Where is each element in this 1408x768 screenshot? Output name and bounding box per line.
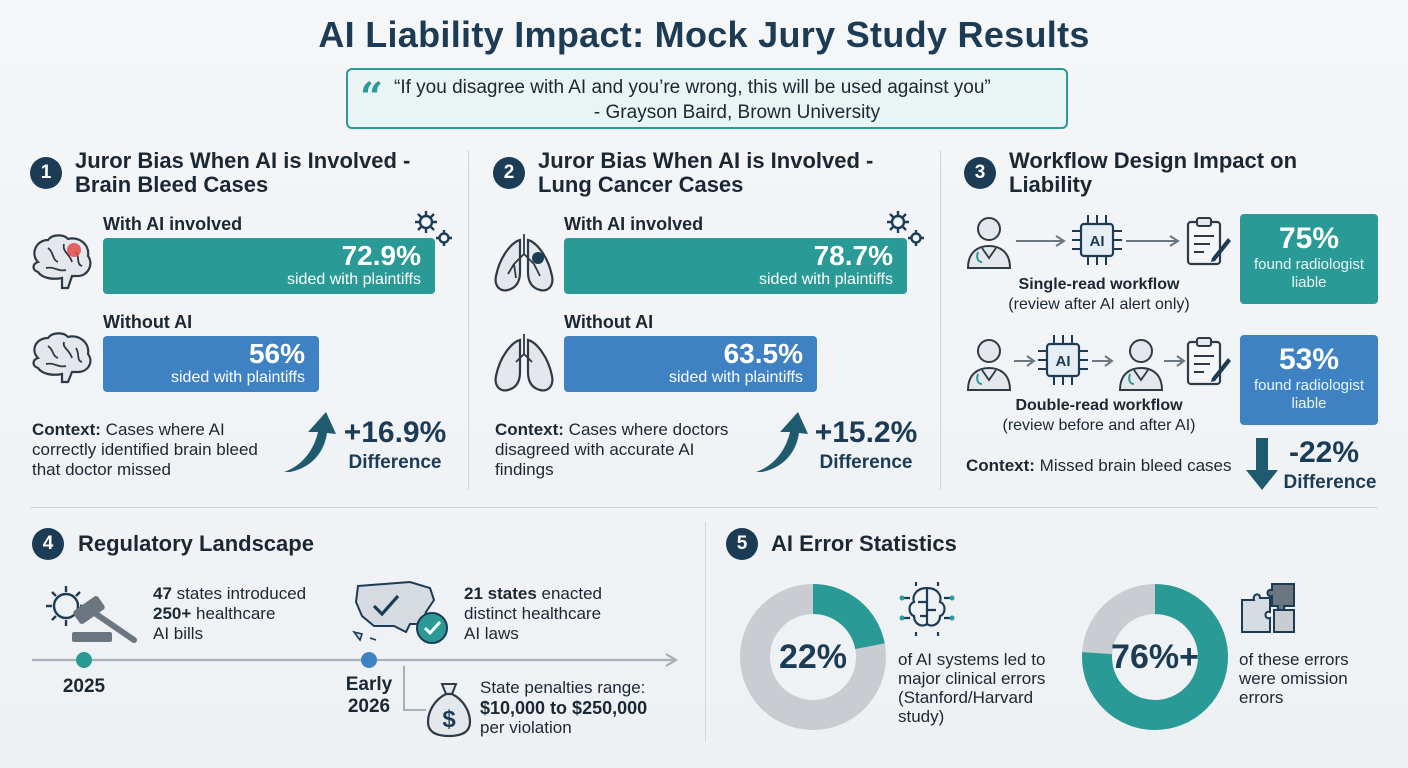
donut-chart-omission-errors bbox=[1082, 584, 1228, 730]
with-ai-bar: 78.7% sided with plaintiffs bbox=[564, 238, 907, 294]
context-note: Context: Cases where AI correctly identi… bbox=[32, 420, 258, 479]
bills-stat: 47 states introduced 250+ healthcare AI … bbox=[153, 584, 307, 643]
quote-text: “If you disagree with AI and you’re wron… bbox=[394, 77, 991, 98]
divider bbox=[705, 522, 706, 742]
without-ai-label: Without AI bbox=[564, 312, 654, 332]
difference-value: -22% bbox=[1288, 436, 1360, 469]
donut-value: 22% bbox=[778, 638, 848, 676]
page-title: AI Liability Impact: Mock Jury Study Res… bbox=[318, 14, 1090, 55]
laws-stat: 21 states enacted distinct healthcare AI… bbox=[464, 584, 603, 643]
clipboard-icon bbox=[1186, 337, 1231, 386]
quote-box: “ “If you disagree with AI and you’re wr… bbox=[346, 68, 1068, 129]
section-title: Juror Bias When AI is Involved - Lung Can… bbox=[538, 148, 874, 197]
with-ai-label: With AI involved bbox=[564, 214, 704, 234]
donut-value: 76%+ bbox=[1111, 638, 1199, 676]
svg-text:AI: AI bbox=[1090, 233, 1105, 250]
difference-value: +15.2% bbox=[814, 416, 918, 449]
brain-icon bbox=[32, 332, 92, 384]
section-title: AI Error Statistics bbox=[771, 531, 957, 556]
with-ai-label: With AI involved bbox=[103, 214, 243, 234]
donut-segment bbox=[1082, 584, 1228, 730]
ai-chip-icon: AI bbox=[1038, 335, 1088, 385]
brain-icon bbox=[32, 234, 92, 290]
donut-chart-clinical-errors bbox=[740, 584, 886, 730]
divider bbox=[940, 150, 941, 490]
section-number: 5 bbox=[726, 528, 758, 560]
section-number: 3 bbox=[964, 157, 996, 189]
section-number: 2 bbox=[493, 157, 525, 189]
quote-icon: “ bbox=[360, 74, 384, 121]
section-title: Juror Bias When AI is Involved - Brain Bl… bbox=[75, 148, 411, 197]
clinical-errors-text: of AI systems led to major clinical erro… bbox=[898, 650, 1046, 726]
double-read-caption: Double-read workflow (review before and … bbox=[1002, 397, 1196, 434]
svg-text:$: $ bbox=[442, 706, 456, 733]
difference-label: Difference bbox=[1283, 472, 1377, 493]
puzzle-icon bbox=[1241, 583, 1295, 633]
doctor-icon bbox=[966, 217, 1012, 269]
without-ai-bar: 56% sided with plaintiffs bbox=[103, 336, 319, 392]
single-read-result: 75% found radiologist liable bbox=[1240, 214, 1378, 304]
gear-icon bbox=[887, 211, 924, 246]
arrow-right-icon bbox=[1164, 355, 1186, 367]
section-title: Regulatory Landscape bbox=[78, 531, 314, 556]
svg-text:AI: AI bbox=[1056, 353, 1071, 370]
with-ai-bar: 72.9% sided with plaintiffs bbox=[103, 238, 435, 294]
without-ai-label: Without AI bbox=[103, 312, 193, 332]
arrow-right-icon bbox=[1092, 355, 1114, 367]
context-note: Context: Cases where doctors disagreed w… bbox=[495, 420, 729, 479]
difference-value: +16.9% bbox=[343, 416, 447, 449]
clipboard-icon bbox=[1186, 217, 1231, 266]
omission-errors-text: of these errors were omission errors bbox=[1239, 650, 1349, 707]
timeline-year-2025: 2025 bbox=[62, 676, 106, 697]
connector-line bbox=[403, 666, 426, 711]
context-note: Context: Missed brain bleed cases bbox=[966, 456, 1232, 475]
divider bbox=[30, 507, 1378, 508]
arrow-right-icon bbox=[1016, 235, 1066, 247]
penalty-stat: State penalties range: $10,000 to $250,0… bbox=[480, 678, 648, 737]
single-read-caption: Single-read workflow (review after AI al… bbox=[1008, 276, 1190, 313]
section-number: 1 bbox=[30, 157, 62, 189]
ai-chip-icon: AI bbox=[1072, 215, 1122, 265]
gavel-icon bbox=[46, 586, 137, 643]
difference-label: Difference bbox=[348, 452, 442, 473]
us-map-check-icon bbox=[352, 580, 448, 644]
lungs-icon bbox=[494, 334, 554, 392]
quote-author: - Grayson Baird, Brown University bbox=[593, 102, 881, 123]
donut-segment bbox=[740, 584, 886, 730]
doctor-icon bbox=[1118, 339, 1164, 391]
divider bbox=[468, 150, 469, 490]
arrow-up-icon bbox=[756, 412, 808, 472]
without-ai-bar: 63.5% sided with plaintiffs bbox=[564, 336, 817, 392]
timeline-year-2026: Early 2026 bbox=[345, 674, 393, 717]
arrow-down-icon bbox=[1246, 438, 1278, 490]
gear-icon bbox=[415, 211, 452, 246]
money-bag-icon: $ bbox=[426, 683, 472, 738]
timeline bbox=[32, 652, 679, 668]
section-title: Workflow Design Impact on Liability bbox=[1009, 148, 1298, 197]
arrow-right-icon bbox=[1014, 355, 1036, 367]
lungs-icon bbox=[494, 234, 554, 292]
double-read-result: 53% found radiologist liable bbox=[1240, 335, 1378, 425]
arrow-up-icon bbox=[284, 412, 336, 472]
section-number: 4 bbox=[32, 528, 64, 560]
arrow-right-icon bbox=[1126, 235, 1180, 247]
doctor-icon bbox=[966, 339, 1012, 391]
difference-label: Difference bbox=[819, 452, 913, 473]
ai-circuit-icon bbox=[899, 582, 955, 636]
